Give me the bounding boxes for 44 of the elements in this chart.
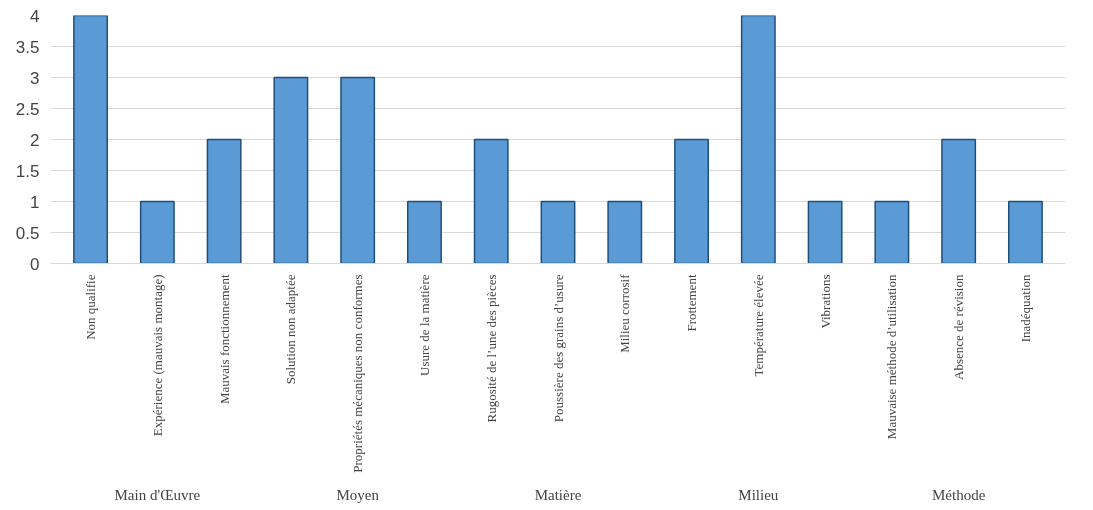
x-tick-label: Milieu corrosif	[617, 273, 633, 353]
text: Matière	[534, 486, 582, 503]
y-tick-label: 1.5	[15, 161, 40, 181]
y-tick-label: 2	[30, 130, 40, 150]
bar	[607, 200, 643, 264]
x-tick-label: Non qualifie	[83, 274, 99, 340]
y-tick-label: 4	[30, 6, 40, 26]
y-tick-label: 3	[30, 68, 40, 88]
y-tick-label: 2.5	[15, 99, 40, 119]
text: Méthode	[932, 486, 986, 503]
x-tick-label: Mauvais fonctionnement	[216, 274, 232, 405]
bar	[473, 138, 509, 264]
bar	[807, 200, 843, 264]
bar	[206, 138, 242, 264]
x-tick-label: Mauvaise méthode d’utilisation	[884, 274, 900, 440]
text: Milieu	[738, 486, 779, 503]
bar	[340, 76, 376, 264]
x-tick-label: Vibrations	[817, 274, 833, 329]
bar	[1007, 200, 1043, 264]
bar	[740, 15, 776, 264]
text: Moyen	[336, 486, 380, 503]
x-tick-label: Solution non adaptée	[283, 274, 299, 385]
x-tick-label: Frottement	[684, 274, 700, 332]
x-tick-label: Propriétés mécaniques non conformes	[350, 274, 366, 473]
x-tick-label: Poussière des grains d’usure	[550, 274, 566, 423]
bar	[273, 76, 309, 264]
y-tick-label: 0	[30, 254, 40, 274]
x-tick-label: Rugosité de l’une des pièces	[483, 274, 499, 423]
bar	[674, 138, 709, 264]
bar	[407, 200, 442, 264]
y-tick-label: 0.5	[15, 223, 40, 243]
bar	[941, 138, 977, 264]
x-tick-label: Expérience (mauvais montage)	[149, 274, 165, 437]
x-tick-label: Absence de révision	[951, 274, 967, 380]
bar	[540, 200, 576, 264]
text: Main d'Œuvre	[114, 486, 201, 503]
bar	[139, 200, 175, 264]
x-tick-label: Inadéquation	[1017, 274, 1033, 343]
bar	[73, 15, 109, 264]
y-tick-label: 3.5	[15, 37, 40, 57]
x-tick-label: Température élevée	[750, 274, 766, 377]
x-tick-label: Usure de la matière	[416, 274, 432, 376]
bar	[874, 200, 910, 264]
y-tick-label: 1	[30, 192, 40, 212]
